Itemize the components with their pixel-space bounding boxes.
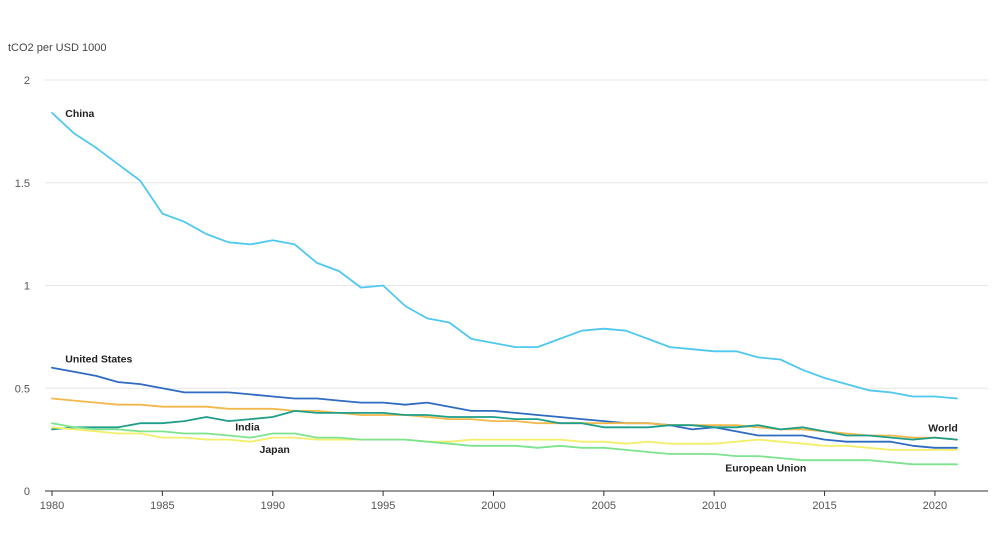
x-tick-label: 1985 [150,500,174,512]
series-line-united-states [51,366,958,449]
series-label-united-states: United States [65,354,132,366]
x-tick-label: 2000 [481,500,505,512]
x-tick-label: 2010 [702,500,726,512]
x-tick-label: 2005 [592,500,616,512]
series-lines [51,112,958,466]
series-line-european-union [51,422,958,466]
series-line-india [51,409,958,441]
y-axis-ticks: 0 0.5 1 1.5 2 [15,75,30,498]
series-label-india: India [235,421,260,433]
y-tick-label: 0.5 [15,383,30,395]
series-line-japan [51,426,958,451]
y-tick-label: 2 [24,75,30,87]
y-tick-label: 0 [24,486,30,498]
y-tick-label: 1 [24,281,30,293]
grid-lines [45,79,988,389]
series-label-japan: Japan [259,444,289,456]
series-label-european-union: European Union [725,462,806,474]
x-tick-label: 2020 [923,500,947,512]
x-axis: 1980 1985 1990 1995 2000 2005 2010 2015 2020 [40,490,988,512]
x-tick-label: 2015 [812,500,836,512]
x-tick-label: 1995 [371,500,395,512]
y-tick-label: 1.5 [15,178,30,190]
series-labels: China United States World India Japan Europea… [65,108,958,474]
series-line-world [51,397,958,441]
y-axis-unit-label: tCO2 per USD 1000 [8,42,107,54]
x-tick-label: 1990 [260,500,284,512]
x-tick-label: 1980 [40,500,64,512]
series-label-world: World [928,422,958,434]
series-line-china [51,112,958,400]
series-label-china: China [65,108,94,120]
